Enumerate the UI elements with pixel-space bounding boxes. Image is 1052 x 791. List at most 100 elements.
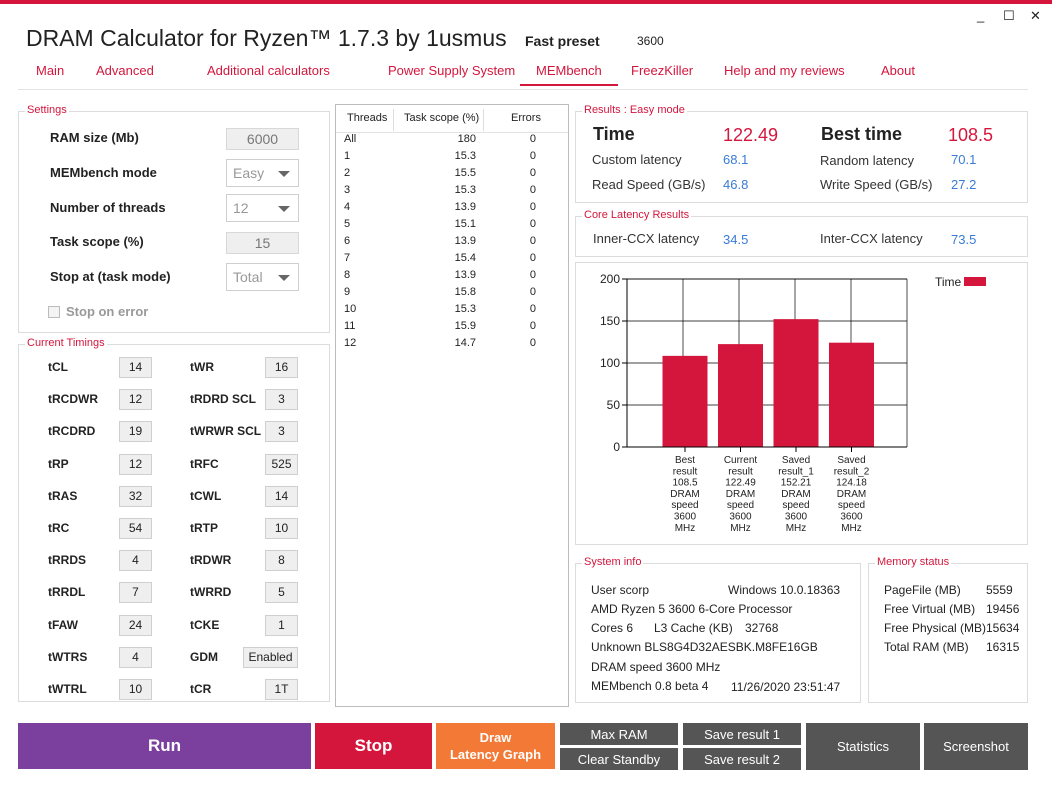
memory-value: 15634 — [986, 621, 1020, 635]
clear-standby-button[interactable]: Clear Standby — [560, 748, 678, 770]
task-scope-cell: 15.9 — [454, 320, 476, 332]
errors-cell: 0 — [529, 320, 536, 332]
x-tick-label: MHz — [786, 523, 807, 534]
task-scope-label: Task scope (%) — [50, 234, 144, 249]
nav-divider — [18, 89, 1028, 90]
task-scope-cell: 15.4 — [454, 252, 476, 264]
x-tick-label: Best — [675, 455, 695, 466]
tab-power-supply-system[interactable]: Power Supply System — [388, 63, 516, 78]
tab-membench[interactable]: MEMbench — [520, 63, 618, 86]
run-button[interactable]: Run — [18, 723, 311, 769]
x-tick-label: DRAM — [670, 489, 699, 500]
timing-label: tFAW — [48, 617, 78, 632]
draw-latency-graph-button[interactable]: Draw Latency Graph — [436, 723, 555, 769]
minimize-icon[interactable]: _ — [977, 8, 985, 23]
threads-table: Threads Task scope (%) Errors All 180 0 1 15… — [335, 104, 569, 707]
core-latency-group: Core Latency Results Inner-CCX latency 3… — [575, 209, 1028, 257]
ram-size-input[interactable]: 6000 — [226, 128, 299, 150]
threads-select[interactable]: 12 — [226, 194, 299, 222]
thread-cell: All — [344, 133, 357, 145]
maximize-icon[interactable]: ☐ — [1003, 8, 1015, 23]
timing-value: 32 — [119, 485, 152, 507]
cores-value: Cores 6 — [591, 621, 634, 635]
membench-mode-select[interactable]: Easy — [226, 159, 299, 187]
timing-value: 24 — [119, 614, 152, 636]
threads-value: 12 — [233, 200, 249, 216]
memory-label: Free Virtual (MB) — [884, 602, 976, 616]
bar — [829, 342, 874, 447]
timing-value: 14 — [265, 485, 298, 507]
timing-label: tWRRD — [190, 585, 232, 600]
max-ram-button[interactable]: Max RAM — [560, 723, 678, 745]
preset-label: Fast preset — [525, 33, 600, 49]
thread-cell: 7 — [344, 252, 351, 264]
x-tick-label: 108.5 — [672, 478, 697, 489]
x-tick-label: 152.21 — [781, 478, 812, 489]
timing-value: 1T — [265, 679, 298, 700]
timing-label: tRFC — [190, 456, 219, 471]
random-latency-value: 70.1 — [951, 152, 977, 167]
stop-button[interactable]: Stop — [315, 723, 432, 769]
l3-cache-value: 32768 — [745, 621, 779, 635]
tab-about[interactable]: About — [881, 63, 915, 78]
table-row: 1 15.3 0 — [336, 150, 568, 167]
timing-value: 10 — [119, 679, 152, 700]
save-result-1-button[interactable]: Save result 1 — [683, 723, 801, 745]
timing-value: 3 — [265, 389, 298, 411]
thread-cell: 10 — [344, 303, 357, 315]
memory-value: 16315 — [986, 640, 1020, 654]
timing-value: 5 — [265, 582, 298, 604]
system-info-group: System info User scorp Windows 10.0.1836… — [575, 556, 861, 703]
column-header-errors: Errors — [511, 112, 541, 124]
statistics-button[interactable]: Statistics — [806, 723, 920, 770]
screenshot-button[interactable]: Screenshot — [924, 723, 1028, 770]
column-header-task-scope: Task scope (%) — [404, 112, 480, 124]
x-tick-label: DRAM — [726, 489, 755, 500]
task-scope-cell: 15.3 — [454, 303, 476, 315]
x-tick-label: speed — [782, 500, 809, 511]
settings-group: Settings RAM size (Mb) 6000 MEMbench mod… — [18, 104, 330, 333]
memory-label: PageFile (MB) — [884, 583, 961, 597]
tab-help-and-reviews[interactable]: Help and my reviews — [724, 63, 845, 78]
timing-value: 7 — [119, 582, 152, 604]
timing-label: tWR — [190, 360, 214, 374]
memory-label: Total RAM (MB) — [884, 640, 969, 654]
task-scope-cell: 15.1 — [454, 218, 476, 230]
x-tick-label: 3600 — [785, 512, 808, 523]
save-result-2-button[interactable]: Save result 2 — [683, 748, 801, 770]
stop-at-select[interactable]: Total — [226, 263, 299, 291]
thread-cell: 12 — [344, 337, 357, 349]
errors-cell: 0 — [529, 133, 536, 145]
tab-additional-calculators[interactable]: Additional calculators — [207, 63, 330, 78]
timing-label: tRCDRD — [48, 424, 96, 439]
table-row: 9 15.8 0 — [336, 286, 568, 303]
timing-value: 10 — [265, 518, 298, 539]
y-tick-label: 50 — [607, 398, 621, 412]
bar — [662, 355, 708, 447]
x-tick-label: 124.18 — [836, 478, 867, 489]
tab-main[interactable]: Main — [36, 63, 65, 78]
system-info-title: System info — [582, 556, 644, 568]
timing-value: 14 — [119, 357, 152, 378]
task-scope-input[interactable]: 15 — [226, 232, 299, 254]
task-scope-cell: 13.9 — [454, 269, 476, 281]
best-time-label: Best time — [821, 124, 903, 144]
tab-advanced[interactable]: Advanced — [96, 63, 154, 78]
x-tick-label: Saved — [837, 455, 865, 466]
top-accent-bar — [0, 0, 1052, 4]
stop-on-error-checkbox[interactable] — [48, 306, 60, 318]
tab-freezkiller[interactable]: FreezKiller — [631, 63, 694, 78]
inter-ccx-label: Inter-CCX latency — [820, 231, 923, 246]
thread-cell: 6 — [344, 235, 351, 247]
table-row: 2 15.5 0 — [336, 167, 568, 184]
timing-value: 12 — [119, 389, 152, 411]
timing-label: tRDWR — [190, 553, 232, 568]
errors-cell: 0 — [529, 167, 536, 179]
stop-on-error-label: Stop on error — [66, 304, 149, 319]
bar — [718, 344, 763, 447]
membench-mode-label: MEMbench mode — [50, 165, 157, 180]
x-tick-label: DRAM — [837, 489, 866, 500]
timing-label: GDM — [190, 649, 218, 664]
close-icon[interactable]: ✕ — [1030, 8, 1041, 23]
inner-ccx-value: 34.5 — [723, 232, 749, 247]
